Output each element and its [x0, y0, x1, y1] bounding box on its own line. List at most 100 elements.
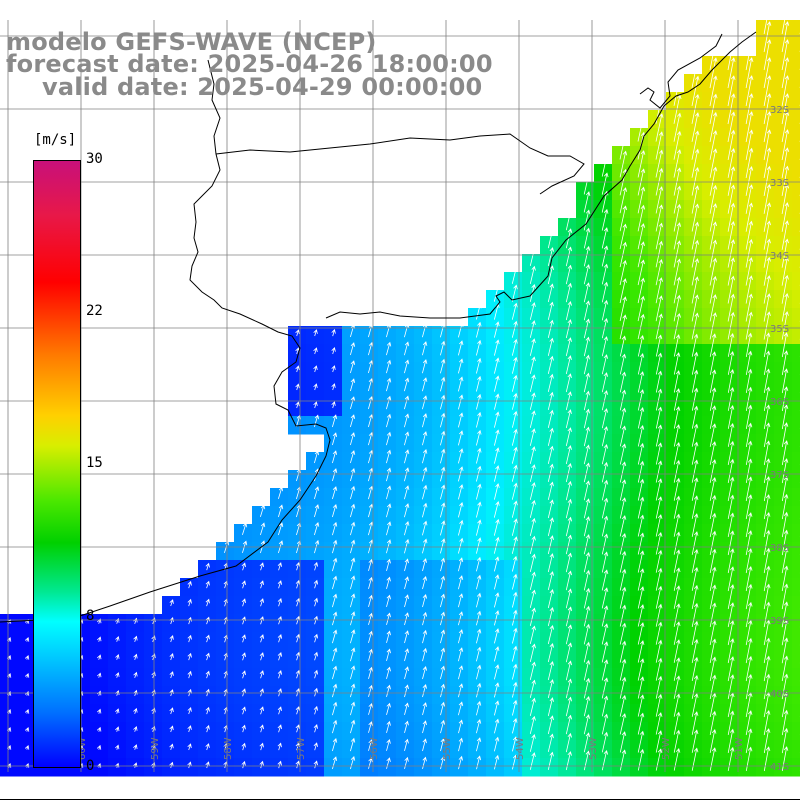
wind-arrow — [493, 284, 500, 302]
wind-arrow — [655, 514, 663, 537]
wind-arrow — [277, 634, 283, 643]
wind-arrow — [637, 150, 646, 178]
wind-arrow — [24, 637, 30, 642]
wind-arrow — [565, 337, 572, 357]
wind-arrow — [350, 665, 356, 680]
wind-arrow — [259, 598, 265, 607]
wind-arrow — [313, 579, 319, 589]
wind-arrow — [691, 351, 699, 375]
wind-arrow — [763, 673, 771, 700]
wind-arrow — [709, 111, 718, 142]
wind-arrow — [476, 339, 482, 356]
wind-arrow — [547, 499, 554, 519]
wind-arrow — [259, 580, 264, 589]
wind-arrow — [601, 426, 609, 447]
wind-arrow — [494, 321, 500, 338]
wind-arrow — [763, 655, 771, 682]
wind-arrow — [458, 683, 464, 698]
wind-arrow — [476, 537, 482, 554]
wind-arrow — [404, 323, 410, 338]
wind-arrow — [781, 220, 789, 250]
wind-arrow — [277, 742, 282, 751]
wind-arrow — [565, 714, 573, 735]
wind-arrow — [637, 568, 645, 591]
wind-arrow — [763, 728, 771, 754]
wind-arrow — [781, 57, 790, 89]
wind-arrow — [96, 726, 102, 732]
wind-arrow — [763, 422, 771, 448]
wind-arrow — [727, 166, 736, 196]
wind-arrow — [763, 21, 772, 53]
colorbar-tick: 22 — [86, 303, 103, 319]
wind-arrow — [673, 240, 682, 268]
wind-arrow — [673, 459, 681, 483]
wind-arrow — [313, 742, 318, 751]
wind-arrow — [512, 555, 518, 572]
wind-arrow — [512, 663, 518, 680]
wind-arrow — [673, 639, 681, 663]
wind-arrow — [763, 129, 772, 161]
wind-arrow — [673, 495, 681, 519]
wind-arrow — [673, 441, 681, 465]
wind-arrow — [476, 610, 482, 626]
wind-arrow — [691, 130, 700, 160]
wind-arrow — [781, 183, 790, 214]
wind-arrow — [368, 757, 373, 769]
wind-arrow — [458, 376, 464, 392]
wind-arrow — [745, 129, 754, 160]
wind-arrow — [187, 670, 192, 679]
wind-arrow — [493, 518, 500, 536]
wind-arrow — [386, 467, 392, 482]
wind-arrow — [727, 710, 735, 735]
wind-arrow — [547, 445, 554, 464]
wind-arrow — [691, 584, 699, 609]
wind-arrow — [601, 461, 609, 483]
wind-arrow — [763, 39, 772, 71]
wind-arrow — [781, 673, 789, 700]
wind-arrow — [745, 476, 753, 502]
wind-arrow — [709, 148, 718, 178]
wind-arrow — [404, 449, 410, 464]
wind-arrow — [115, 654, 120, 660]
wind-arrow — [601, 497, 609, 519]
wind-arrow — [547, 463, 554, 482]
wind-arrow — [133, 671, 138, 679]
border-river — [215, 133, 585, 195]
wind-arrow — [583, 408, 590, 429]
wind-arrow — [565, 282, 572, 303]
wind-arrow — [691, 294, 699, 322]
wind-arrow — [547, 660, 554, 681]
wind-arrow — [350, 737, 356, 752]
wind-arrow — [350, 432, 356, 446]
wind-arrow — [332, 486, 338, 500]
wind-arrow — [673, 312, 681, 340]
wind-speed-cell — [792, 272, 800, 291]
wind-arrow — [655, 388, 663, 411]
wind-arrow — [619, 461, 627, 483]
wind-arrow — [512, 736, 518, 752]
wind-arrow — [619, 676, 627, 699]
wind-arrow — [458, 557, 464, 572]
wind-arrow — [745, 710, 753, 736]
wind-arrow — [512, 699, 518, 716]
wind-arrow — [727, 220, 736, 250]
wind-arrow — [781, 404, 789, 430]
wind-arrow — [763, 583, 771, 610]
wind-arrow — [511, 302, 518, 320]
wind-arrow — [386, 521, 392, 536]
wind-arrow — [565, 228, 573, 249]
wind-arrow — [727, 293, 735, 322]
wind-arrow — [583, 318, 591, 339]
wind-arrow — [565, 570, 573, 591]
wind-arrow — [655, 531, 663, 555]
wind-arrow — [313, 705, 319, 715]
wind-arrow — [691, 369, 699, 393]
wind-arrow — [583, 336, 590, 357]
wind-speed-cell — [792, 110, 800, 129]
wind-arrow — [476, 755, 482, 770]
wind-arrow — [637, 389, 645, 411]
wind-arrow — [727, 147, 736, 178]
wind-arrow — [115, 744, 120, 750]
wind-arrow — [368, 413, 374, 428]
wind-arrow — [476, 737, 482, 752]
